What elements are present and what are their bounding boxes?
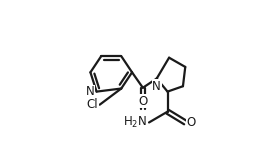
Text: N: N (152, 80, 161, 93)
Text: Cl: Cl (86, 98, 98, 111)
Text: O: O (138, 95, 148, 108)
Text: N: N (86, 85, 95, 98)
Text: H$_2$N: H$_2$N (123, 115, 148, 130)
Text: O: O (187, 116, 196, 129)
